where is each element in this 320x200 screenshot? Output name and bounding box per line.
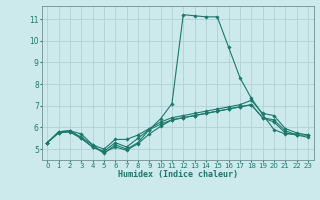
X-axis label: Humidex (Indice chaleur): Humidex (Indice chaleur): [118, 170, 237, 179]
